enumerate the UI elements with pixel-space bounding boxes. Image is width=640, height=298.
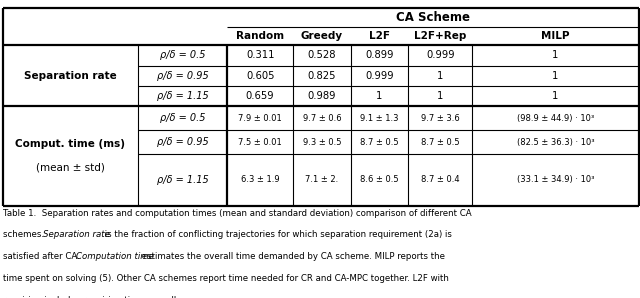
Text: (33.1 ± 34.9) · 10³: (33.1 ± 34.9) · 10³ bbox=[516, 176, 595, 184]
Text: ρ/δ = 0.95: ρ/δ = 0.95 bbox=[157, 137, 208, 147]
Text: 7.5 ± 0.01: 7.5 ± 0.01 bbox=[238, 138, 282, 147]
Text: L2F: L2F bbox=[369, 31, 390, 41]
Text: 8.7 ± 0.5: 8.7 ± 0.5 bbox=[421, 138, 460, 147]
Text: 1: 1 bbox=[437, 91, 444, 101]
Text: (82.5 ± 36.3) · 10³: (82.5 ± 36.3) · 10³ bbox=[516, 138, 595, 147]
Text: 1: 1 bbox=[552, 71, 559, 81]
Text: L2F+Rep: L2F+Rep bbox=[414, 31, 467, 41]
Text: ρ/δ = 1.15: ρ/δ = 1.15 bbox=[157, 175, 208, 185]
Text: schemes.: schemes. bbox=[3, 230, 47, 239]
Text: 0.999: 0.999 bbox=[426, 50, 454, 60]
Text: 1: 1 bbox=[437, 71, 444, 81]
Text: estimates the overall time demanded by CA scheme. MILP reports the: estimates the overall time demanded by C… bbox=[139, 252, 445, 261]
Text: Random: Random bbox=[236, 31, 284, 41]
Text: 9.3 ± 0.5: 9.3 ± 0.5 bbox=[303, 138, 341, 147]
Text: 6.3 ± 1.9: 6.3 ± 1.9 bbox=[241, 176, 280, 184]
Text: 9.7 ± 0.6: 9.7 ± 0.6 bbox=[303, 114, 341, 122]
Text: time spent on solving (5). Other CA schemes report time needed for CR and CA-MPC: time spent on solving (5). Other CA sche… bbox=[3, 274, 449, 283]
Text: Separation rate: Separation rate bbox=[43, 230, 109, 239]
Text: CA Scheme: CA Scheme bbox=[396, 11, 470, 24]
Text: 8.7 ± 0.4: 8.7 ± 0.4 bbox=[421, 176, 460, 184]
Text: Computation time: Computation time bbox=[76, 252, 154, 261]
Text: ρ/δ = 1.15: ρ/δ = 1.15 bbox=[157, 91, 208, 101]
Text: 0.605: 0.605 bbox=[246, 71, 275, 81]
Text: 8.7 ± 0.5: 8.7 ± 0.5 bbox=[360, 138, 399, 147]
Text: 1: 1 bbox=[552, 50, 559, 60]
Text: repairing includes repairing time as well.: repairing includes repairing time as wel… bbox=[3, 296, 179, 298]
Text: 0.825: 0.825 bbox=[308, 71, 336, 81]
Text: (mean ± std): (mean ± std) bbox=[36, 163, 105, 173]
Text: 8.6 ± 0.5: 8.6 ± 0.5 bbox=[360, 176, 399, 184]
Text: (98.9 ± 44.9) · 10³: (98.9 ± 44.9) · 10³ bbox=[517, 114, 594, 122]
Text: 0.659: 0.659 bbox=[246, 91, 275, 101]
Text: 1: 1 bbox=[552, 91, 559, 101]
Text: Separation rate: Separation rate bbox=[24, 71, 116, 80]
Text: 9.1 ± 1.3: 9.1 ± 1.3 bbox=[360, 114, 399, 122]
Text: satisfied after CA.: satisfied after CA. bbox=[3, 252, 83, 261]
Text: 7.9 ± 0.01: 7.9 ± 0.01 bbox=[238, 114, 282, 122]
Text: 0.999: 0.999 bbox=[365, 71, 394, 81]
Text: 0.528: 0.528 bbox=[308, 50, 336, 60]
Text: Table 1.  Separation rates and computation times (mean and standard deviation) c: Table 1. Separation rates and computatio… bbox=[3, 209, 472, 218]
Text: Comput. time (ms): Comput. time (ms) bbox=[15, 139, 125, 149]
Text: Greedy: Greedy bbox=[301, 31, 343, 41]
Text: 9.7 ± 3.6: 9.7 ± 3.6 bbox=[421, 114, 460, 122]
Text: 1: 1 bbox=[376, 91, 383, 101]
Text: ρ/δ = 0.95: ρ/δ = 0.95 bbox=[157, 71, 208, 81]
Text: ρ/δ = 0.5: ρ/δ = 0.5 bbox=[159, 50, 205, 60]
Text: 0.989: 0.989 bbox=[308, 91, 336, 101]
Text: is the fraction of conflicting trajectories for which separation requirement (2a: is the fraction of conflicting trajector… bbox=[102, 230, 452, 239]
Text: 0.899: 0.899 bbox=[365, 50, 394, 60]
Text: 0.311: 0.311 bbox=[246, 50, 275, 60]
Text: MILP: MILP bbox=[541, 31, 570, 41]
Text: 7.1 ± 2.: 7.1 ± 2. bbox=[305, 176, 339, 184]
Text: ρ/δ = 0.5: ρ/δ = 0.5 bbox=[159, 113, 205, 123]
